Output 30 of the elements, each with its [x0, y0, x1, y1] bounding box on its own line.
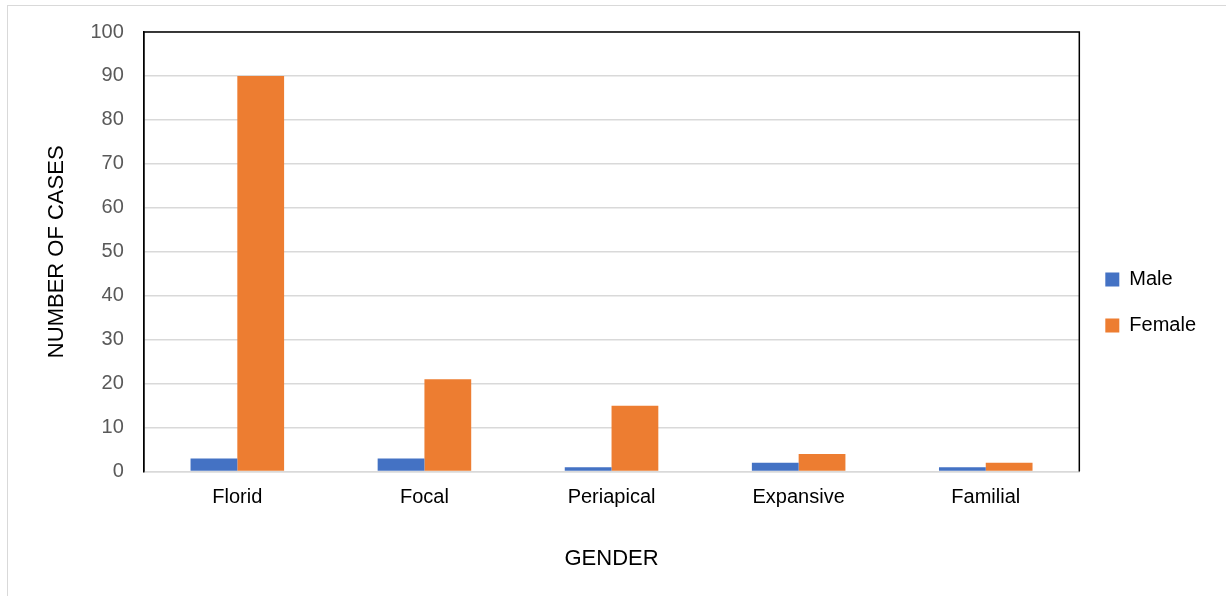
bar — [377, 458, 425, 471]
bar — [985, 462, 1033, 471]
y-tick-label: 0 — [112, 459, 124, 482]
y-tick-label: 90 — [101, 63, 124, 86]
x-axis-title: GENDER — [564, 544, 659, 570]
x-tick-label: Expansive — [752, 485, 845, 508]
bar — [938, 467, 986, 471]
y-axis-title: NUMBER OF CASES — [43, 145, 69, 359]
y-tick-label: 20 — [101, 371, 124, 394]
y-tick-label: 10 — [101, 415, 124, 438]
x-tick-label: Florid — [212, 485, 263, 508]
x-tick-label: Periapical — [567, 485, 656, 508]
y-tick-label: 60 — [101, 195, 124, 218]
y-tick-label: 30 — [101, 327, 124, 350]
y-tick-label: 50 — [101, 239, 124, 262]
x-tick-label: Familial — [951, 485, 1021, 508]
bar — [424, 379, 472, 471]
bar — [237, 75, 285, 471]
y-tick-label: 100 — [90, 19, 124, 42]
y-tick-label: 40 — [101, 283, 124, 306]
bar — [190, 458, 238, 471]
bar — [611, 405, 659, 471]
bar — [564, 467, 612, 471]
y-tick-label: 80 — [101, 107, 124, 130]
bar — [798, 454, 846, 471]
x-tick-label: Focal — [399, 485, 449, 508]
legend-label: Male — [1129, 267, 1173, 290]
y-tick-label: 70 — [101, 151, 124, 174]
bar — [751, 462, 799, 471]
legend-label: Female — [1129, 313, 1197, 336]
